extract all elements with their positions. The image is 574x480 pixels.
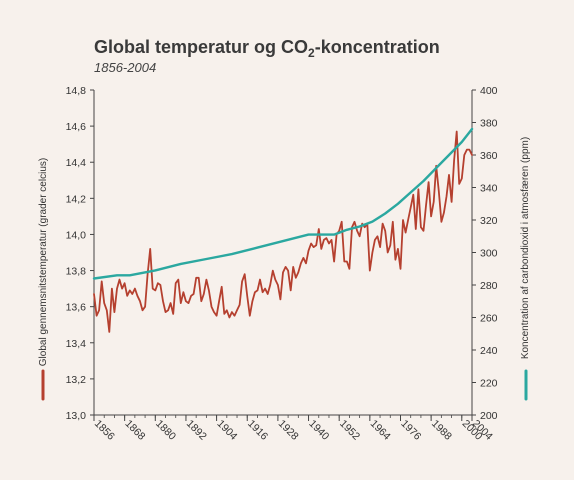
x-tick-label: 1940 [306,418,331,443]
left-tick-label: 13,6 [66,302,87,314]
left-tick-label: 14,8 [66,85,87,97]
right-tick-label: 300 [480,248,498,260]
x-tick-label: 1964 [368,418,393,443]
x-tick-label: 1856 [92,418,117,443]
right-tick-label: 360 [480,150,498,162]
x-tick-label: 1868 [123,418,148,443]
x-tick-label: 1916 [245,418,270,443]
left-axis-ticks: 13,0 13,2 13,4 13,6 13,8 14,0 14,2 14,4 14,6 14,8 [66,85,94,422]
x-tick-label: 1892 [184,418,209,443]
y-axis-label-left: Global gennemsnitstemperatur (grader cel… [38,158,49,366]
chart-title-main: Global temperatur og CO [94,37,308,57]
left-tick-label: 13,2 [66,374,87,386]
x-tick-label: 1952 [337,418,362,443]
left-tick-label: 14,2 [66,193,87,205]
co2-series-line [92,127,474,280]
right-tick-label: 320 [480,215,498,227]
x-axis-ticks: 1856 1868 1880 1892 1904 1916 1928 1940 1952 1964… [92,415,495,443]
left-tick-label: 13,8 [66,266,87,278]
x-tick-label: 1880 [153,418,178,443]
right-tick-label: 280 [480,280,498,292]
x-tick-label: 1976 [398,418,423,443]
x-tick-label: 1988 [429,418,454,443]
left-tick-label: 14,6 [66,121,87,133]
right-tick-label: 220 [480,378,498,390]
series-lines [92,127,474,333]
y-axis-label-right: Koncentration af carbondioxid i atmosfær… [520,137,531,359]
legend-keys [41,369,528,401]
temperature-series-line [93,130,473,333]
right-tick-label: 200 [480,410,498,422]
left-tick-label: 13,0 [66,410,87,422]
right-tick-label: 400 [480,85,498,97]
right-axis-ticks: 200 220 240 260 280 300 320 340 360 380 400 [472,85,498,422]
right-tick-label: 340 [480,183,498,195]
chart-title-end: -koncentration [315,37,440,57]
left-tick-label: 14,4 [66,157,87,169]
left-tick-label: 14,0 [66,229,87,241]
x-tick-label: 1904 [214,418,239,443]
chart-title-subscript: 2 [308,46,315,60]
chart-title: Global temperatur og CO2-koncentration [94,37,440,60]
right-tick-label: 260 [480,313,498,325]
x-tick-label: 1928 [276,418,301,443]
right-tick-label: 380 [480,118,498,130]
right-tick-label: 240 [480,345,498,357]
left-tick-label: 13,4 [66,338,87,350]
chart-subtitle: 1856-2004 [94,60,156,75]
